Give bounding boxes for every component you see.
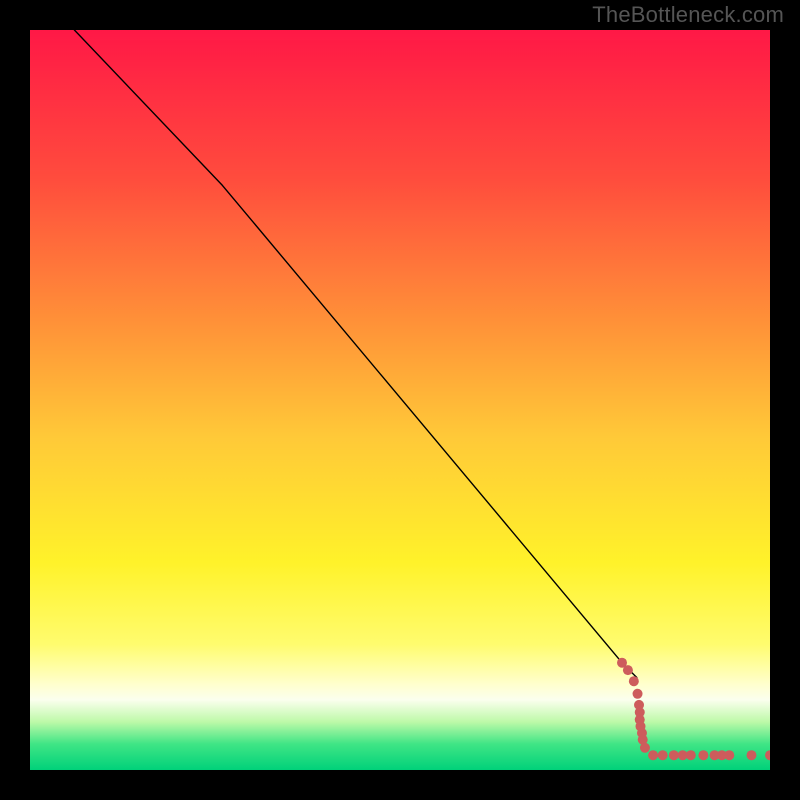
scatter-point [623,665,633,675]
scatter-point [698,750,708,760]
plot-area [30,30,770,770]
scatter-point [724,750,734,760]
scatter-point [747,750,757,760]
scatter-point [686,750,696,760]
gradient-background [30,30,770,770]
scatter-point [648,750,658,760]
chart-svg [30,30,770,770]
scatter-point [629,676,639,686]
scatter-point [669,750,679,760]
scatter-point [658,750,668,760]
attribution-text: TheBottleneck.com [592,2,784,28]
scatter-point [640,743,650,753]
scatter-point [633,689,643,699]
stage: TheBottleneck.com [0,0,800,800]
